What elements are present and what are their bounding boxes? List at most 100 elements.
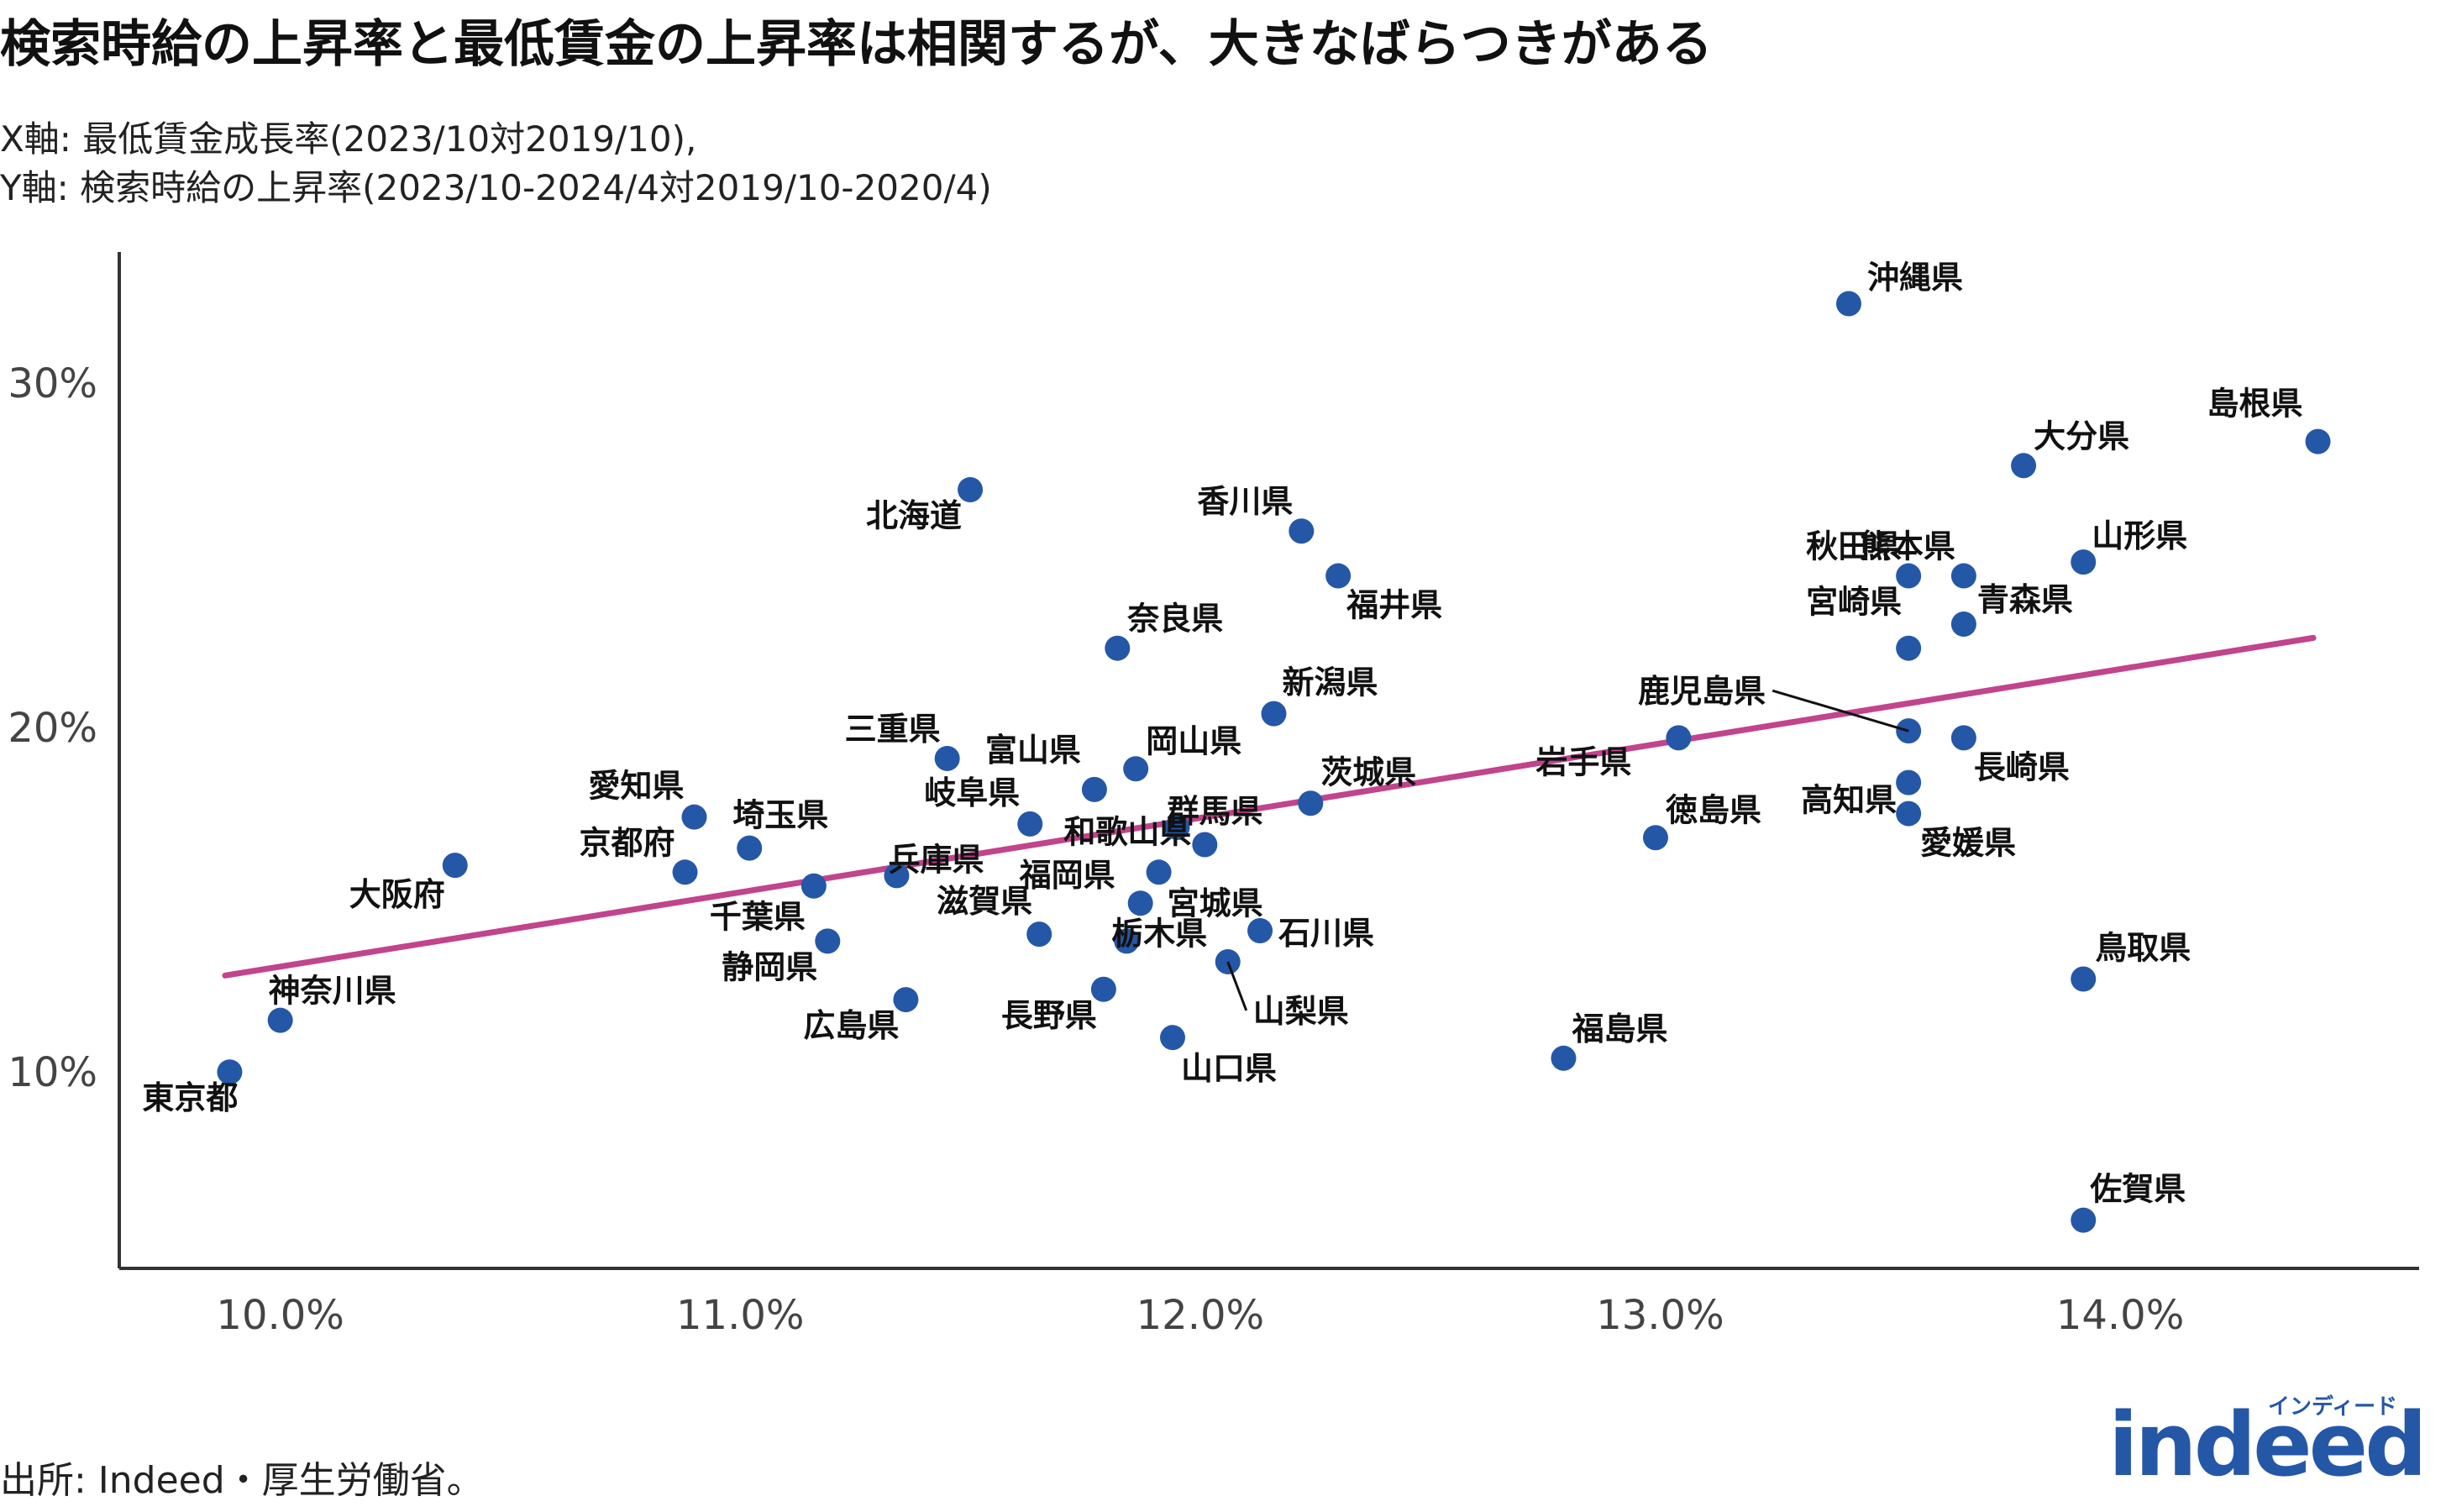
trend-line — [222, 634, 2317, 979]
data-point — [1105, 635, 1131, 661]
data-point — [2071, 549, 2097, 575]
data-point — [1123, 756, 1149, 782]
data-point — [2071, 966, 2097, 992]
point-label: 山梨県 — [1253, 993, 1349, 1030]
point-label: 静岡県 — [722, 948, 817, 985]
data-point — [1835, 291, 1861, 317]
data-point — [1896, 563, 1922, 589]
data-point — [217, 1059, 243, 1085]
point-label: 滋賀県 — [937, 883, 1032, 920]
data-point — [1551, 1045, 1577, 1071]
point-label: 秋田県 — [1806, 528, 1902, 565]
logo-wordmark: indeed — [2108, 1394, 2428, 1496]
y-axis-description: Y軸: 検索時給の上昇率(2023/10-2024/4対2019/10-2020… — [0, 167, 992, 208]
point-label: 新潟県 — [1282, 664, 1378, 701]
data-point — [1090, 976, 1116, 1002]
point-label: 島根県 — [2207, 386, 2303, 423]
data-point — [1896, 801, 1922, 827]
point-label: 長野県 — [1001, 997, 1097, 1034]
data-point — [1081, 776, 1107, 802]
data-point — [2305, 428, 2331, 454]
x-tick-label: 12.0% — [1136, 1292, 1264, 1339]
x-tick-label: 13.0% — [1596, 1292, 1724, 1339]
point-label: 佐賀県 — [2089, 1171, 2186, 1208]
data-point — [2071, 1207, 2097, 1233]
point-label: 高知県 — [1801, 782, 1897, 819]
point-label: 熊本県 — [1860, 528, 1955, 565]
point-label: 東京都 — [142, 1079, 238, 1116]
data-point — [1298, 790, 1324, 816]
point-label: 青森県 — [1977, 581, 2073, 618]
data-point — [1146, 859, 1172, 885]
data-point — [681, 804, 707, 830]
logo-kana: インディード — [2268, 1394, 2398, 1420]
data-point — [1950, 725, 1976, 751]
point-label: 岩手県 — [1535, 743, 1631, 780]
point-label: 北海道 — [866, 497, 962, 534]
point-label: 宮城県 — [1168, 885, 1263, 921]
data-point — [1017, 811, 1043, 837]
point-label: 山形県 — [2092, 517, 2187, 554]
source-note: 出所: Indeed・厚生労働省。 — [0, 1459, 484, 1502]
point-label: 和歌山県 — [1063, 813, 1191, 850]
data-point — [1164, 814, 1190, 840]
data-point — [1896, 635, 1922, 661]
data-point — [1950, 611, 1976, 637]
data-point — [1642, 825, 1668, 851]
data-point — [1261, 701, 1287, 727]
leader-line — [1226, 961, 1248, 1011]
point-label: 福井県 — [1346, 587, 1442, 624]
data-point — [958, 477, 984, 503]
data-point — [267, 1007, 293, 1033]
x-axis-description: X軸: 最低賃金成長率(2023/10対2019/10), — [0, 118, 697, 160]
data-point — [1026, 921, 1052, 948]
data-point — [737, 835, 763, 861]
point-label: 徳島県 — [1665, 791, 1761, 828]
point-label: 大阪府 — [349, 876, 445, 913]
data-point — [884, 863, 910, 889]
point-label: 三重県 — [845, 711, 941, 748]
x-tick-label: 10.0% — [216, 1292, 344, 1339]
point-label: 富山県 — [985, 732, 1081, 769]
indeed-logo: インディード indeed — [2108, 1394, 2444, 1495]
point-label: 広島県 — [803, 1007, 899, 1044]
point-label: 埼玉県 — [732, 797, 828, 834]
point-label: 千葉県 — [710, 899, 806, 936]
data-point — [1950, 563, 1976, 589]
point-label: 鹿児島県 — [1638, 673, 1766, 710]
point-label: 香川県 — [1197, 483, 1293, 520]
data-point — [1192, 832, 1218, 858]
point-label: 山口県 — [1181, 1050, 1277, 1087]
point-label: 茨城県 — [1320, 753, 1416, 790]
data-point — [1160, 1025, 1186, 1051]
leader-line — [1772, 689, 1909, 732]
data-point — [1247, 918, 1273, 944]
data-point — [2011, 453, 2037, 479]
x-tick-label: 14.0% — [2056, 1292, 2184, 1339]
data-point — [672, 859, 698, 885]
point-label: 群馬県 — [1167, 793, 1262, 830]
data-point — [1127, 890, 1153, 916]
data-point — [442, 853, 468, 879]
data-point — [800, 873, 827, 899]
y-tick-label: 20% — [8, 705, 97, 752]
point-label: 奈良県 — [1126, 601, 1223, 638]
point-label: 神奈川県 — [269, 973, 396, 1010]
data-point — [893, 987, 919, 1013]
point-label: 石川県 — [1278, 915, 1374, 952]
point-label: 福島県 — [1571, 1011, 1667, 1047]
point-label: 長崎県 — [1974, 748, 2070, 785]
point-label: 宮崎県 — [1806, 584, 1902, 621]
y-tick-label: 10% — [8, 1049, 97, 1096]
x-tick-label: 11.0% — [676, 1292, 804, 1339]
point-label: 沖縄県 — [1867, 260, 1963, 297]
point-label: 岐阜県 — [924, 774, 1020, 811]
data-point — [1896, 769, 1922, 795]
data-point — [934, 745, 960, 771]
point-label: 大分県 — [2034, 417, 2129, 454]
data-point — [1666, 725, 1692, 751]
data-point — [1289, 518, 1315, 544]
data-point — [815, 928, 841, 954]
point-label: 岡山県 — [1146, 722, 1241, 759]
